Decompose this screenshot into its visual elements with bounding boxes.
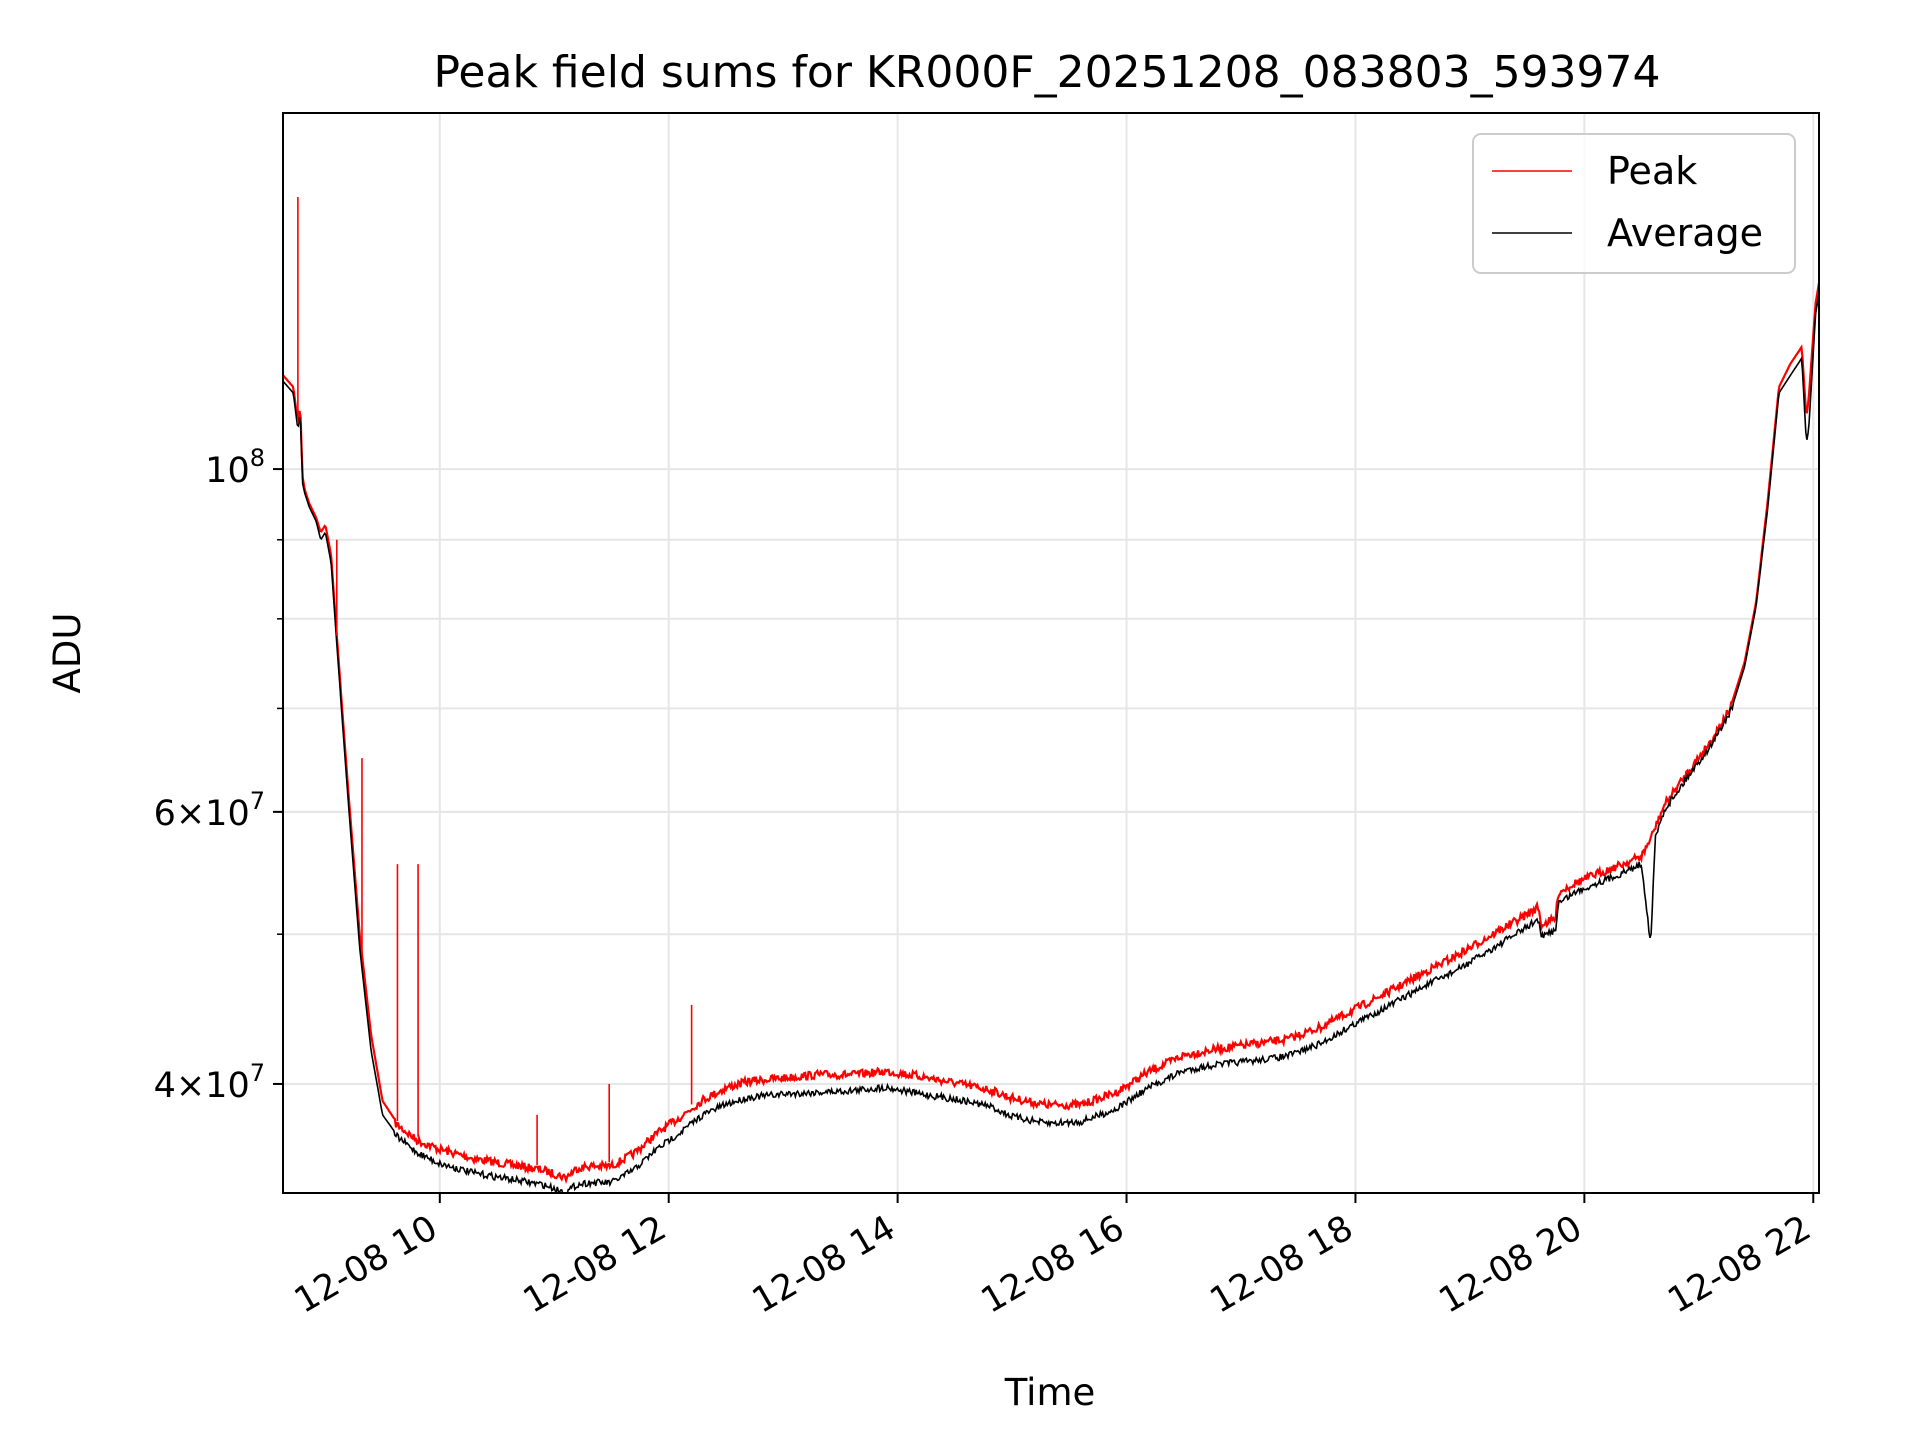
series-line-peak xyxy=(283,282,1819,1185)
chart-title: Peak field sums for KR000F_20251208_0838… xyxy=(433,47,1660,98)
series-line-average xyxy=(283,292,1819,1193)
plot-frame xyxy=(282,112,1820,1194)
y-axis: 4×107 6×107 108 xyxy=(154,444,283,1106)
plot-background xyxy=(283,113,1819,1193)
y-axis-label: ADU xyxy=(46,613,89,694)
grid xyxy=(283,113,1819,1193)
y-tick-label: 4×107 xyxy=(154,1059,265,1106)
legend: Peak Average xyxy=(1472,133,1796,274)
legend-average-label: Average xyxy=(1607,211,1763,255)
y-tick-label: 6×107 xyxy=(154,787,265,834)
plot-area xyxy=(282,112,1820,1194)
x-axis-label: Time xyxy=(1004,1371,1096,1414)
legend-peak-label: Peak xyxy=(1607,149,1697,193)
series-layer xyxy=(283,196,1819,1193)
y-tick-label: 108 xyxy=(205,444,265,491)
legend-box xyxy=(1472,133,1796,274)
